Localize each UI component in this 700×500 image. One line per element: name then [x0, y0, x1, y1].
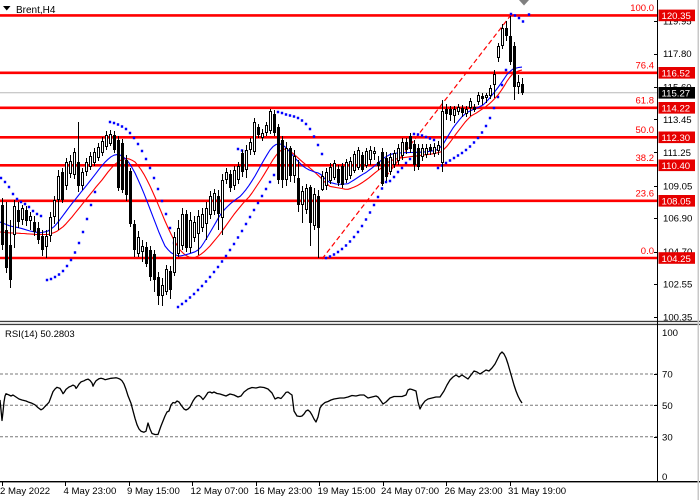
svg-text:104.25: 104.25 — [662, 254, 691, 265]
svg-text:50: 50 — [662, 401, 673, 412]
svg-text:115.27: 115.27 — [662, 89, 691, 100]
svg-text:30: 30 — [662, 432, 673, 443]
svg-text:38.2: 38.2 — [636, 153, 655, 164]
svg-text:50.0: 50.0 — [636, 125, 655, 136]
svg-text:9 May 15:00: 9 May 15:00 — [127, 486, 180, 497]
svg-text:70: 70 — [662, 370, 673, 381]
svg-text:76.4: 76.4 — [636, 61, 655, 72]
svg-text:114.22: 114.22 — [662, 104, 691, 115]
svg-text:RSI(14) 50.2803: RSI(14) 50.2803 — [5, 329, 75, 340]
svg-text:117.80: 117.80 — [663, 49, 692, 60]
svg-text:110.40: 110.40 — [662, 161, 691, 172]
svg-text:109.05: 109.05 — [663, 181, 692, 192]
svg-text:100.0: 100.0 — [630, 3, 654, 14]
svg-text:31 May 19:00: 31 May 19:00 — [508, 486, 566, 497]
svg-text:106.90: 106.90 — [663, 214, 692, 225]
svg-text:102.55: 102.55 — [663, 280, 692, 291]
svg-text:0.0: 0.0 — [641, 246, 654, 257]
svg-text:116.52: 116.52 — [662, 69, 691, 80]
svg-text:0: 0 — [662, 472, 667, 483]
svg-text:2 May 2022: 2 May 2022 — [0, 486, 50, 497]
svg-text:23.6: 23.6 — [636, 189, 655, 200]
svg-text:Brent,H4: Brent,H4 — [16, 5, 56, 16]
svg-text:4 May 23:00: 4 May 23:00 — [64, 486, 117, 497]
svg-text:100.35: 100.35 — [663, 313, 692, 324]
svg-text:120.35: 120.35 — [662, 11, 691, 22]
svg-text:112.30: 112.30 — [662, 133, 691, 144]
svg-text:19 May 15:00: 19 May 15:00 — [318, 486, 376, 497]
svg-text:61.8: 61.8 — [636, 96, 655, 107]
svg-text:119.95: 119.95 — [663, 17, 692, 28]
svg-text:16 May 23:00: 16 May 23:00 — [254, 486, 312, 497]
svg-text:100: 100 — [662, 328, 678, 339]
svg-text:24 May 07:00: 24 May 07:00 — [381, 486, 439, 497]
svg-text:113.45: 113.45 — [663, 115, 692, 126]
svg-text:12 May 07:00: 12 May 07:00 — [191, 486, 249, 497]
svg-text:26 May 23:00: 26 May 23:00 — [445, 486, 503, 497]
svg-text:108.05: 108.05 — [662, 197, 691, 208]
svg-text:111.25: 111.25 — [663, 148, 691, 159]
